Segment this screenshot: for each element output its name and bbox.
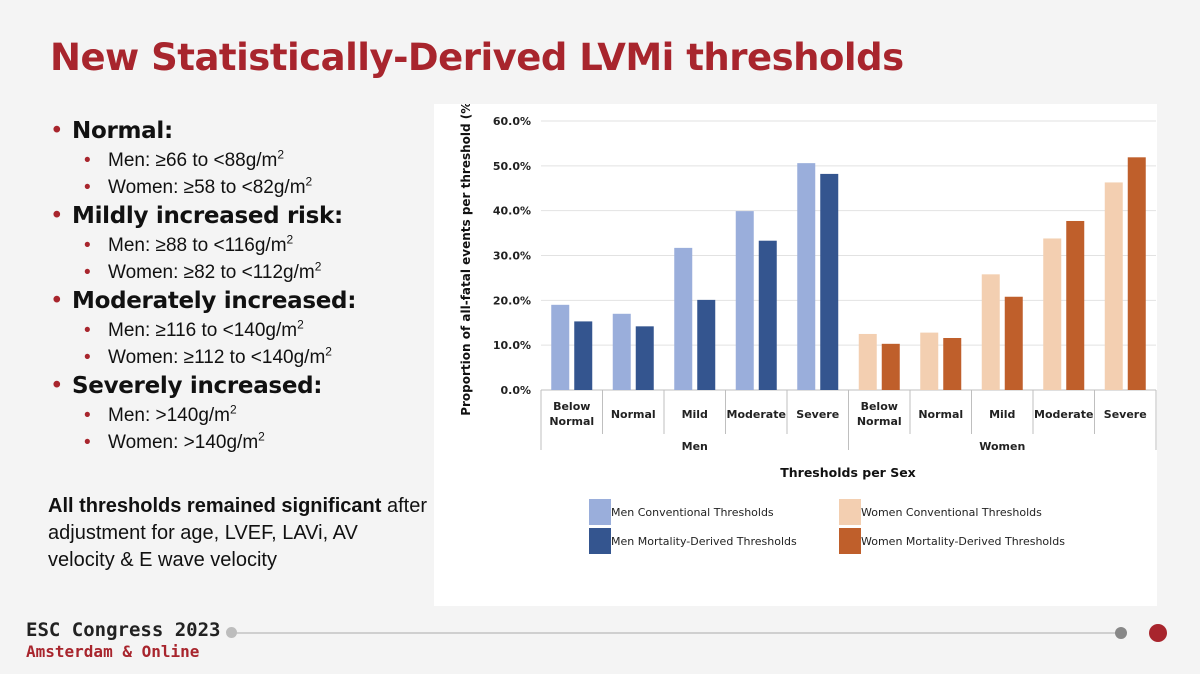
slide-title: New Statistically-Derived LVMi threshold… — [50, 36, 904, 79]
x-tick-label: Moderate — [1034, 408, 1093, 421]
bullet-mild-women: Women: ≥82 to <112g/m2 — [50, 259, 430, 286]
legend-label: Women Conventional Thresholds — [861, 506, 1042, 519]
x-axis-title: Thresholds per Sex — [780, 465, 916, 480]
bullet-moderate-women: Women: ≥112 to <140g/m2 — [50, 344, 430, 371]
x-tick-label: Severe — [1104, 408, 1147, 421]
bullet-severe: Severely increased: — [50, 371, 430, 402]
x-tick-label: Severe — [796, 408, 839, 421]
x-tick-label: Normal — [611, 408, 656, 421]
conference-location: Amsterdam & Online — [26, 642, 200, 661]
bullet-severe-men: Men: >140g/m2 — [50, 402, 430, 429]
x-tick-label: Below — [861, 400, 898, 413]
bar — [943, 337, 962, 390]
bullet-normal-women: Women: ≥58 to <82g/m2 — [50, 174, 430, 201]
bar — [981, 274, 1000, 390]
bar — [697, 299, 716, 390]
legend-swatch — [839, 528, 861, 554]
group-label: Women — [979, 440, 1025, 453]
bar — [920, 332, 939, 390]
bar — [758, 240, 777, 390]
x-tick-label: Normal — [549, 415, 594, 428]
x-tick-label: Mild — [989, 408, 1015, 421]
footer-divider — [232, 632, 1118, 634]
legend-label: Men Mortality-Derived Thresholds — [611, 535, 797, 548]
legend-swatch — [839, 499, 861, 525]
threshold-list: Normal: Men: ≥66 to <88g/m2 Women: ≥58 t… — [50, 116, 430, 456]
x-tick-label: Normal — [918, 408, 963, 421]
y-tick-label: 50.0% — [493, 160, 531, 173]
legend-label: Men Conventional Thresholds — [611, 506, 774, 519]
chart-panel: 0.0% 10.0% 20.0% 30.0% 40.0% 50.0% 60.0% Below N… — [434, 104, 1157, 606]
x-tick-label: Below — [553, 400, 590, 413]
bar — [1104, 182, 1123, 390]
y-tick-label: 40.0% — [493, 205, 531, 218]
conference-name: ESC Congress 2023 — [26, 619, 221, 641]
bullet-normal-men: Men: ≥66 to <88g/m2 — [50, 147, 430, 174]
group-label: Men — [682, 440, 708, 453]
bar — [881, 343, 900, 390]
bar — [797, 163, 816, 390]
y-tick-label: 20.0% — [493, 294, 531, 307]
bullet-normal: Normal: — [50, 116, 430, 147]
bar — [1043, 238, 1062, 390]
y-tick-label: 30.0% — [493, 250, 531, 263]
bullet-mild: Mildly increased risk: — [50, 201, 430, 232]
bar — [820, 173, 839, 390]
bullet-mild-men: Men: ≥88 to <116g/m2 — [50, 232, 430, 259]
bar — [674, 247, 693, 390]
bar — [574, 321, 593, 390]
footer-dot-red — [1149, 624, 1167, 642]
y-axis-title: Proportion of all-fatal events per thres… — [459, 104, 473, 416]
bar — [1066, 220, 1085, 390]
bar — [858, 333, 877, 390]
x-tick-label: Moderate — [727, 408, 786, 421]
bullet-severe-women: Women: >140g/m2 — [50, 429, 430, 456]
adjustment-note: All thresholds remained significant afte… — [48, 495, 427, 571]
footer-dot-start — [226, 627, 237, 638]
footer-dot-grey — [1115, 627, 1127, 639]
bullet-moderate-men: Men: ≥116 to <140g/m2 — [50, 317, 430, 344]
x-tick-label: Normal — [857, 415, 902, 428]
bar — [1127, 157, 1146, 390]
bar — [635, 326, 654, 390]
conference-branding: ESC Congress 2023 Amsterdam & Online — [26, 620, 220, 662]
y-tick-label: 10.0% — [493, 339, 531, 352]
bar — [612, 313, 631, 390]
y-tick-label: 60.0% — [493, 115, 531, 128]
legend-swatch — [589, 499, 611, 525]
y-tick-label: 0.0% — [500, 384, 531, 397]
bar — [551, 304, 570, 390]
bar — [1004, 296, 1023, 390]
legend-label: Women Mortality-Derived Thresholds — [861, 535, 1065, 548]
bar — [735, 211, 754, 390]
legend-swatch — [589, 528, 611, 554]
bar-chart: 0.0% 10.0% 20.0% 30.0% 40.0% 50.0% 60.0% Below N… — [459, 104, 1157, 554]
bullet-moderate: Moderately increased: — [50, 286, 430, 317]
x-tick-label: Mild — [682, 408, 708, 421]
